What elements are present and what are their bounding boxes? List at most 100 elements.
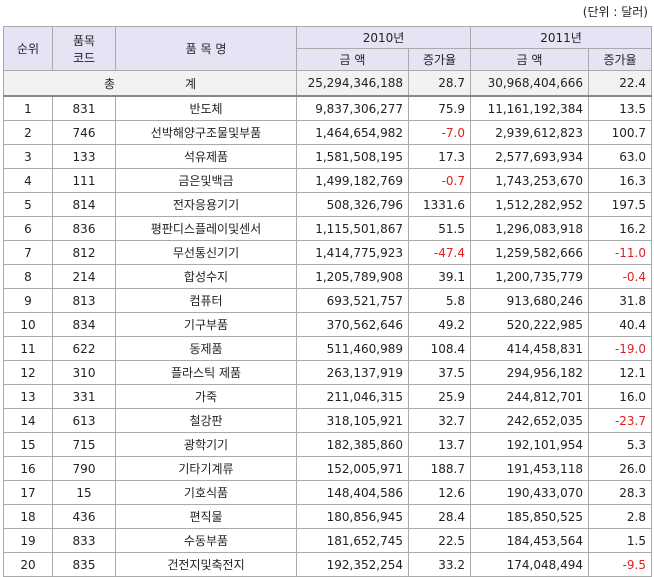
table-cell: 13.5 (588, 95, 652, 121)
table-row: 10 834 기구부품 370,562,646 49.2 520,222,985 40.4 (3, 312, 652, 337)
table-cell: 16.3 (588, 168, 652, 193)
table-cell: 9,837,306,277 (296, 95, 409, 121)
table-cell: 190,433,070 (470, 480, 589, 505)
table-cell: 12 (3, 360, 53, 385)
table-cell: 2,939,612,823 (470, 120, 589, 145)
table-cell: -19.0 (588, 336, 652, 361)
header-cell: 금 액 (296, 48, 409, 71)
table-cell: 833 (52, 528, 116, 553)
header-cell: 금 액 (470, 48, 589, 71)
table-cell: 11,161,192,384 (470, 95, 589, 121)
table-row: 4 111 금은및백금 1,499,182,769 -0.7 1,743,253,670 1… (3, 168, 652, 193)
table-cell: -47.4 (408, 240, 471, 265)
table-cell: 37.5 (408, 360, 471, 385)
table-cell: 석유제품 (115, 144, 297, 169)
header-cell: 순위 (3, 26, 53, 71)
table-row: 20 835 건전지및축전지 192,352,254 33.2 174,048,494 -9… (3, 552, 652, 577)
table-cell: 191,453,118 (470, 456, 589, 481)
table-cell: 편직물 (115, 504, 297, 529)
table-cell: 508,326,796 (296, 192, 409, 217)
table-cell: 746 (52, 120, 116, 145)
table-cell: 214 (52, 264, 116, 289)
table-cell: 834 (52, 312, 116, 337)
table-cell: 197.5 (588, 192, 652, 217)
table-cell: 기타기계류 (115, 456, 297, 481)
table-cell: 32.7 (408, 408, 471, 433)
table-row: 9 813 컴퓨터 693,521,757 5.8 913,680,246 31.8 (3, 288, 652, 313)
table-cell: 693,521,757 (296, 288, 409, 313)
table-cell: 25.9 (408, 384, 471, 409)
table-cell: 192,352,254 (296, 552, 409, 577)
table-cell: 1,259,582,666 (470, 240, 589, 265)
table: 순위 품목 코드 품 목 명 2010년 2011년 금 액 증가율 금 액 증가… (3, 26, 652, 577)
table-cell: 14 (3, 408, 53, 433)
table-cell: 무선통신기기 (115, 240, 297, 265)
table-cell: 합성수지 (115, 264, 297, 289)
table-cell: 동제품 (115, 336, 297, 361)
table-cell: 플라스틱 제품 (115, 360, 297, 385)
table-cell: 211,046,315 (296, 384, 409, 409)
header-cell: 2011년 (470, 26, 652, 49)
table-cell: 수동부품 (115, 528, 297, 553)
table-cell: 715 (52, 432, 116, 457)
table-cell: 31.8 (588, 288, 652, 313)
table-cell: -0.4 (588, 264, 652, 289)
header-cell: 품 목 명 (115, 26, 297, 71)
table-cell: 1331.6 (408, 192, 471, 217)
table-cell: 12.1 (588, 360, 652, 385)
table-cell: 148,404,586 (296, 480, 409, 505)
table-row: 15 715 광학기기 182,385,860 13.7 192,101,954 5.3 (3, 432, 652, 457)
table-cell: 192,101,954 (470, 432, 589, 457)
table-cell: 511,460,989 (296, 336, 409, 361)
table-cell: 1,115,501,867 (296, 216, 409, 241)
table-cell: 15 (52, 480, 116, 505)
table-cell: 1,743,253,670 (470, 168, 589, 193)
total-text: 계 (185, 76, 197, 91)
table-cell: 28.4 (408, 504, 471, 529)
table-cell: 금은및백금 (115, 168, 297, 193)
table-cell: 436 (52, 504, 116, 529)
table-cell: 9 (3, 288, 53, 313)
table-cell: 19 (3, 528, 53, 553)
table-cell: 16 (3, 456, 53, 481)
table-row: 16 790 기타기계류 152,005,971 188.7 191,453,118 26.… (3, 456, 652, 481)
table-row: 6 836 평판디스플레이및센서 1,115,501,867 51.5 1,296,083… (3, 216, 652, 241)
unit-note: (단위 : 달러) (582, 5, 648, 19)
table-row: 14 613 철강판 318,105,921 32.7 242,652,035 -23.7 (3, 408, 652, 433)
table-cell: 185,850,525 (470, 504, 589, 529)
table-row: 17 15 기호식품 148,404,586 12.6 190,433,070 28.3 (3, 480, 652, 505)
table-cell: 414,458,831 (470, 336, 589, 361)
table-cell: 철강판 (115, 408, 297, 433)
table-cell: 2.8 (588, 504, 652, 529)
table-cell: 133 (52, 144, 116, 169)
table-cell: 광학기기 (115, 432, 297, 457)
table-cell: 188.7 (408, 456, 471, 481)
table-row: 18 436 편직물 180,856,945 28.4 185,850,525 2.8 (3, 504, 652, 529)
table-cell: 182,385,860 (296, 432, 409, 457)
table-cell: 13.7 (408, 432, 471, 457)
table-cell: 가죽 (115, 384, 297, 409)
table-cell: 기호식품 (115, 480, 297, 505)
table-cell: 51.5 (408, 216, 471, 241)
table-cell: 1,499,182,769 (296, 168, 409, 193)
table-cell: 17.3 (408, 144, 471, 169)
table-cell: 28.3 (588, 480, 652, 505)
table-cell: 10 (3, 312, 53, 337)
table-cell: 184,453,564 (470, 528, 589, 553)
table-cell: 1 (3, 95, 53, 121)
table-cell: 835 (52, 552, 116, 577)
table-cell: 16.0 (588, 384, 652, 409)
table-cell: 1,296,083,918 (470, 216, 589, 241)
table-cell: 기구부품 (115, 312, 297, 337)
table-cell: 선박해양구조물및부품 (115, 120, 297, 145)
table-cell: -9.5 (588, 552, 652, 577)
total-cell: 28.7 (408, 70, 471, 97)
table-row: 5 814 전자응용기기 508,326,796 1331.6 1,512,282,952… (3, 192, 652, 217)
table-cell: 108.4 (408, 336, 471, 361)
total-cell: 30,968,404,666 (470, 70, 589, 97)
table-cell: 49.2 (408, 312, 471, 337)
table-cell: 790 (52, 456, 116, 481)
table-cell: 331 (52, 384, 116, 409)
